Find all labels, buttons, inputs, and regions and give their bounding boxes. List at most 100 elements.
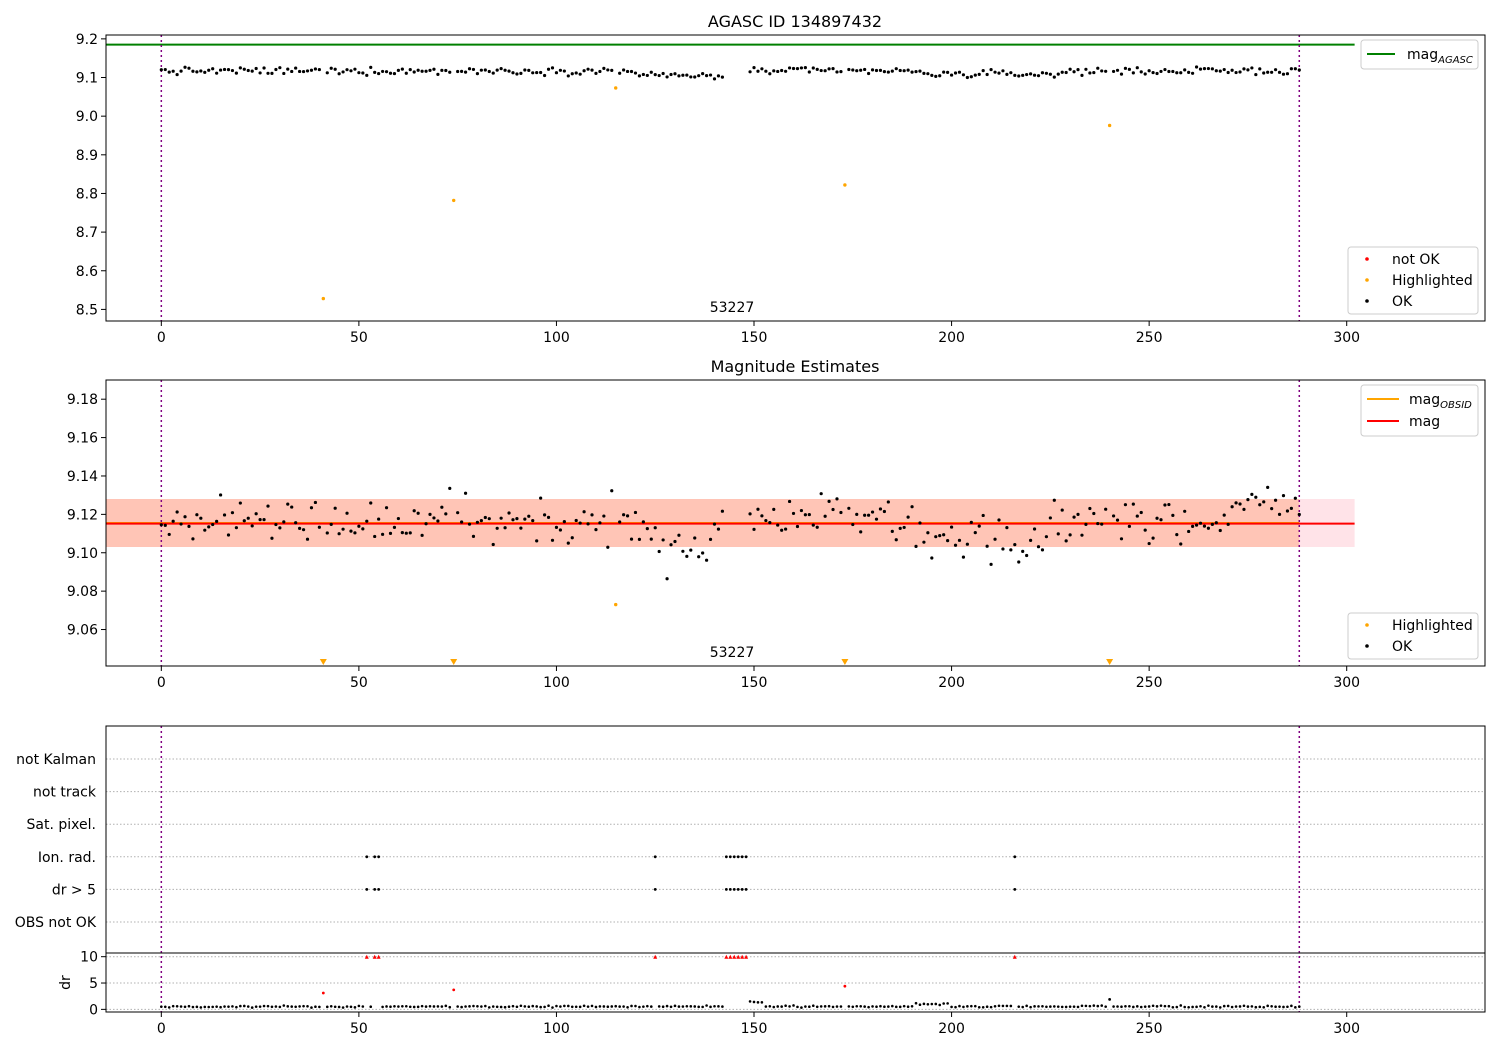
ok-point [1036,545,1041,549]
dr-point [432,1005,436,1008]
x-tick-label: 300 [1333,330,1360,346]
ok-point [234,526,238,530]
dr-point [1191,1005,1194,1009]
dr-point [950,1005,953,1009]
ok-point [1052,75,1056,79]
ok-point [1029,72,1033,76]
dr-point [946,1002,949,1005]
dr-point [456,1005,459,1008]
ok-point [1119,537,1124,541]
dr-point [199,1006,203,1009]
ok-point [262,66,266,70]
ok-point [1056,72,1060,76]
ok-point [515,517,519,521]
ok-point [404,531,408,535]
dr-point [582,1004,586,1008]
ok-point [1076,512,1080,516]
ok-point [535,70,539,75]
dr-point [1151,1004,1155,1008]
ok-point [874,517,879,521]
ok-point [1040,548,1045,552]
ok-point [274,67,278,72]
dr-point [906,1005,910,1009]
dr-point [1056,1005,1060,1008]
ok-point [539,496,543,500]
ok-point [246,516,250,520]
dr-point [788,1005,791,1008]
ok-point [361,527,365,531]
dr-point [551,1006,554,1009]
ok-point [949,73,954,77]
dr-point [337,1005,341,1009]
ok-point [894,538,898,542]
ok-point [535,539,539,543]
ok-point [1171,69,1175,74]
ok-point [294,521,298,525]
x-tick-label: 250 [1136,330,1163,346]
ok-point [1143,528,1147,532]
dr-point [314,1005,317,1008]
dr-point [1092,1004,1096,1007]
x-tick-label: 0 [157,675,166,691]
ok-point [550,66,555,70]
ok-point [1025,553,1029,558]
dr-point [306,1004,309,1008]
dr-point [934,1002,938,1006]
dr-point [835,1005,839,1008]
dr-point [1274,1005,1277,1009]
dr-point [223,1005,226,1008]
ok-point [582,510,586,514]
ok-point [329,66,333,70]
ok-point [1191,71,1195,75]
ok-point [1119,72,1124,76]
ok-point [1297,68,1301,72]
legend-label: Highlighted [1392,618,1473,634]
ok-point [1187,529,1191,534]
flag-point [365,888,369,891]
ok-point [815,525,819,529]
dr-point [543,1005,546,1009]
ok-point [1068,533,1072,537]
ok-point [851,68,855,72]
ok-point [1135,66,1139,70]
ok-point [491,71,495,75]
dr-point [333,1005,337,1009]
ok-point [298,69,302,74]
ok-point [756,69,760,73]
y-tick-label: 9.12 [67,507,98,523]
ok-point [353,67,357,71]
ok-point [436,72,440,76]
ok-point [499,67,503,71]
ok-point [1183,509,1187,513]
ok-point [495,526,499,530]
ok-point [997,518,1001,522]
dr-point [302,1004,305,1008]
ok-point [625,514,630,518]
ok-point [993,537,997,541]
ok-point [1048,516,1052,520]
dr-point [1104,1005,1107,1008]
dr-point [567,1004,570,1008]
dr-point [839,1005,843,1008]
ok-point [258,71,262,75]
ok-point [1258,503,1262,507]
dr-point [973,1004,977,1008]
ok-point [819,492,823,496]
dr-point [1053,1005,1056,1008]
y-tick-label: 9.1 [76,71,98,87]
dr-point [875,1005,878,1009]
dr-point [1211,1005,1214,1008]
ok-point [483,68,487,72]
dr-point [764,1005,768,1008]
dr-point [1009,1004,1013,1008]
ok-point [1096,66,1100,70]
flag-row-label: dr > 5 [52,882,96,898]
ok-point [803,513,807,517]
ok-point [704,74,709,78]
dr-point [717,1005,720,1008]
flag-point [377,855,381,859]
ok-point [997,71,1001,75]
dr-point [1207,1004,1210,1007]
dr-point [266,1004,270,1008]
